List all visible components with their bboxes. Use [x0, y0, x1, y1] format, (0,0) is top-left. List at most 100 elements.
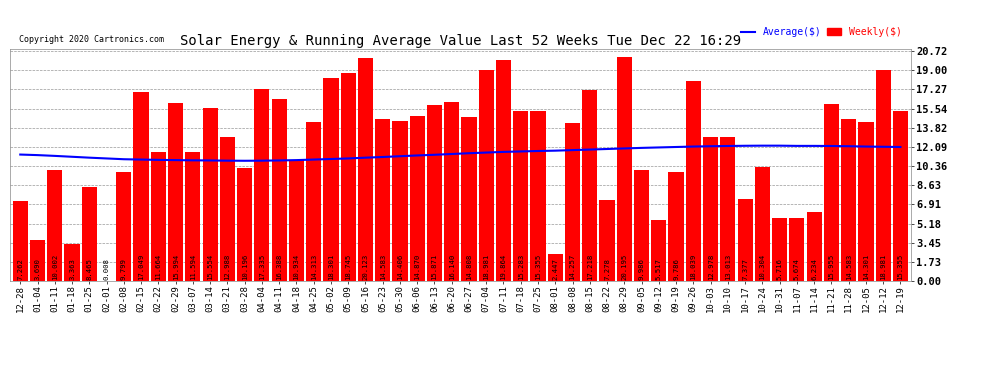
- Text: 14.257: 14.257: [569, 254, 575, 280]
- Bar: [13, 201, 28, 281]
- Text: 17.049: 17.049: [138, 254, 145, 280]
- Text: 18.981: 18.981: [880, 254, 886, 280]
- Bar: [82, 187, 97, 281]
- Bar: [634, 170, 649, 281]
- Text: 18.301: 18.301: [328, 254, 334, 280]
- Text: 19.864: 19.864: [501, 254, 507, 280]
- Bar: [582, 90, 597, 281]
- Bar: [478, 70, 494, 281]
- Text: 11.664: 11.664: [155, 254, 161, 280]
- Text: 11.594: 11.594: [190, 254, 196, 280]
- Text: 15.955: 15.955: [829, 254, 835, 280]
- Bar: [600, 200, 615, 281]
- Text: 16.388: 16.388: [276, 254, 282, 280]
- Legend: Average($), Weekly($): Average($), Weekly($): [737, 23, 906, 41]
- Bar: [150, 152, 166, 281]
- Bar: [547, 254, 563, 281]
- Text: 7.377: 7.377: [742, 258, 748, 280]
- Bar: [289, 160, 304, 281]
- Bar: [496, 60, 511, 281]
- Text: 15.994: 15.994: [172, 254, 178, 280]
- Text: 9.799: 9.799: [121, 258, 127, 280]
- Text: 18.039: 18.039: [690, 254, 696, 280]
- Text: 14.808: 14.808: [466, 254, 472, 280]
- Text: 15.554: 15.554: [207, 254, 213, 280]
- Bar: [392, 121, 408, 281]
- Bar: [64, 244, 79, 281]
- Bar: [357, 58, 373, 281]
- Text: 18.745: 18.745: [346, 254, 351, 280]
- Bar: [220, 137, 235, 281]
- Text: 15.355: 15.355: [898, 254, 904, 280]
- Bar: [686, 81, 701, 281]
- Bar: [651, 220, 666, 281]
- Bar: [271, 99, 287, 281]
- Text: 2.447: 2.447: [552, 258, 558, 280]
- Text: 8.465: 8.465: [86, 258, 92, 280]
- Text: 10.934: 10.934: [293, 254, 299, 280]
- Text: 20.123: 20.123: [362, 254, 368, 280]
- Text: 20.195: 20.195: [622, 254, 628, 280]
- Text: 14.583: 14.583: [845, 254, 851, 280]
- Bar: [858, 122, 873, 281]
- Text: 6.234: 6.234: [811, 258, 817, 280]
- Text: 17.335: 17.335: [258, 254, 265, 280]
- Text: 7.278: 7.278: [604, 258, 610, 280]
- Bar: [893, 111, 908, 281]
- Bar: [324, 78, 339, 281]
- Text: 9.786: 9.786: [673, 258, 679, 280]
- Bar: [30, 240, 46, 281]
- Text: 10.002: 10.002: [51, 254, 57, 280]
- Bar: [461, 117, 476, 281]
- Text: 12.988: 12.988: [225, 254, 231, 280]
- Bar: [754, 167, 770, 281]
- Bar: [531, 111, 545, 281]
- Text: 18.981: 18.981: [483, 254, 489, 280]
- Text: 10.196: 10.196: [242, 254, 248, 280]
- Bar: [185, 152, 200, 281]
- Bar: [617, 57, 632, 281]
- Bar: [789, 218, 805, 281]
- Title: Solar Energy & Running Average Value Last 52 Weeks Tue Dec 22 16:29: Solar Energy & Running Average Value Las…: [180, 34, 741, 48]
- Bar: [875, 70, 891, 281]
- Bar: [807, 212, 822, 281]
- Bar: [341, 73, 355, 281]
- Bar: [445, 102, 459, 281]
- Text: 10.304: 10.304: [759, 254, 765, 280]
- Text: 12.978: 12.978: [708, 254, 714, 280]
- Bar: [668, 172, 684, 281]
- Text: 7.262: 7.262: [17, 258, 23, 280]
- Bar: [168, 104, 183, 281]
- Bar: [254, 88, 269, 281]
- Text: 0.008: 0.008: [104, 258, 110, 280]
- Text: 5.517: 5.517: [655, 258, 662, 280]
- Text: 14.301: 14.301: [863, 254, 869, 280]
- Bar: [738, 199, 752, 281]
- Bar: [842, 119, 856, 281]
- Bar: [306, 122, 321, 281]
- Text: 14.406: 14.406: [397, 254, 403, 280]
- Bar: [513, 111, 529, 281]
- Bar: [237, 168, 252, 281]
- Text: 15.283: 15.283: [518, 254, 524, 280]
- Text: 15.355: 15.355: [535, 254, 541, 280]
- Text: Copyright 2020 Cartronics.com: Copyright 2020 Cartronics.com: [19, 35, 164, 44]
- Bar: [772, 218, 787, 281]
- Bar: [703, 137, 718, 281]
- Text: 13.013: 13.013: [725, 254, 731, 280]
- Bar: [116, 172, 132, 281]
- Text: 9.986: 9.986: [639, 258, 644, 280]
- Text: 14.313: 14.313: [311, 254, 317, 280]
- Bar: [824, 104, 839, 281]
- Bar: [134, 92, 148, 281]
- Text: 15.871: 15.871: [432, 254, 438, 280]
- Text: 14.583: 14.583: [380, 254, 386, 280]
- Text: 14.870: 14.870: [414, 254, 420, 280]
- Text: 5.674: 5.674: [794, 258, 800, 280]
- Text: 5.716: 5.716: [776, 258, 783, 280]
- Text: 3.690: 3.690: [35, 258, 41, 280]
- Text: 17.218: 17.218: [587, 254, 593, 280]
- Text: 3.363: 3.363: [69, 258, 75, 280]
- Bar: [427, 105, 443, 281]
- Bar: [203, 108, 218, 281]
